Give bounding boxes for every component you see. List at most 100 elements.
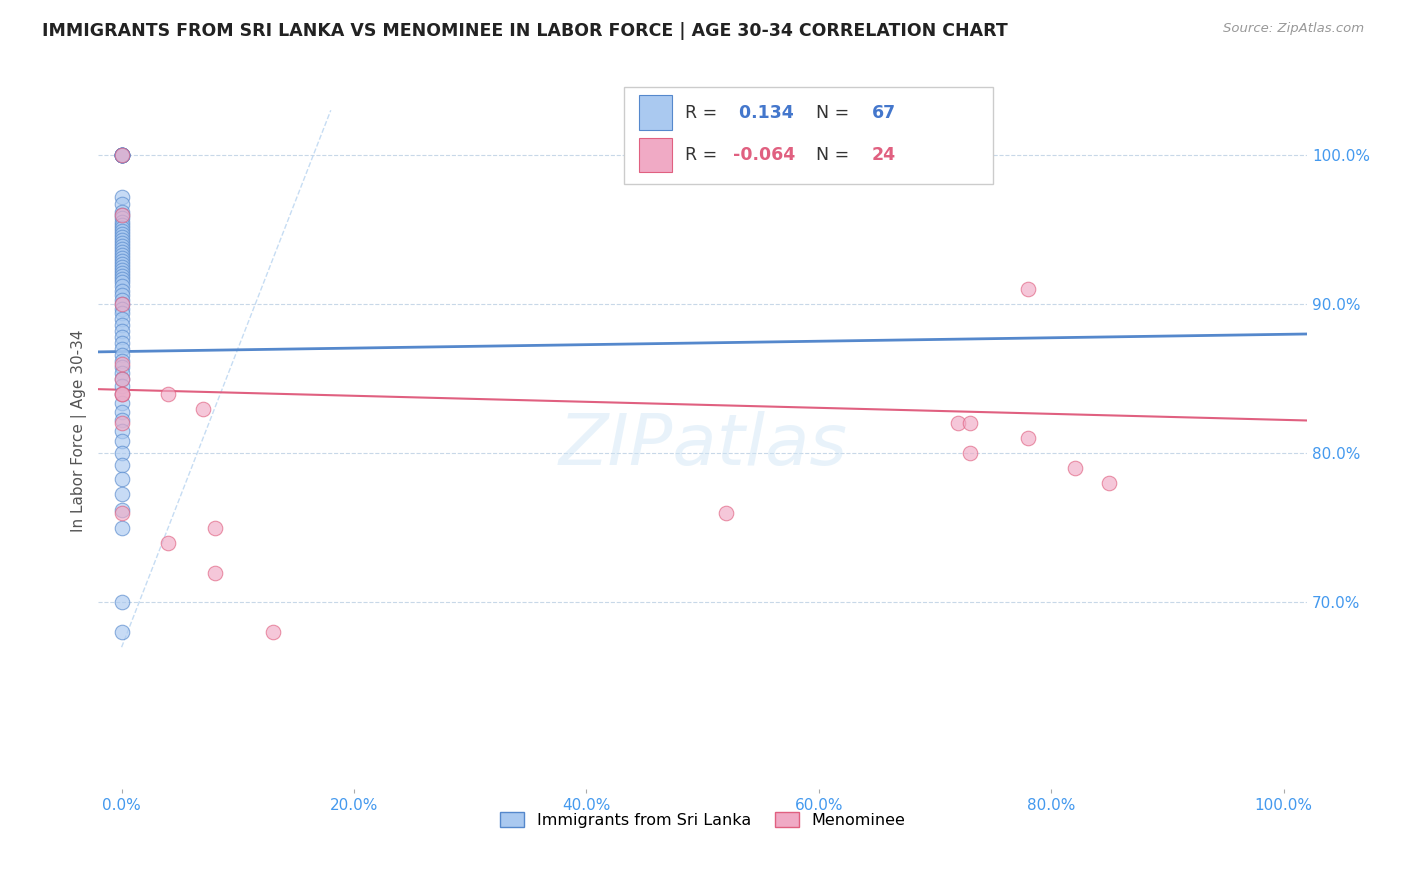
Text: R =: R =: [685, 103, 723, 121]
Point: [110, 424, 132, 438]
Point: [110, 297, 132, 311]
Point: [110, 379, 132, 393]
Point: [110, 218, 132, 232]
Point: [110, 224, 132, 238]
Point: [110, 297, 132, 311]
Point: [204, 566, 226, 580]
Point: [110, 148, 132, 162]
Text: N =: N =: [806, 146, 855, 164]
Point: [110, 342, 132, 356]
Point: [110, 506, 132, 520]
Point: [110, 472, 132, 486]
Point: [110, 434, 132, 449]
Point: [110, 595, 132, 609]
Point: [110, 253, 132, 268]
Point: [110, 148, 132, 162]
Point: [110, 148, 132, 162]
Point: [204, 521, 226, 535]
Point: [110, 404, 132, 418]
Point: [110, 386, 132, 401]
Text: 24: 24: [872, 146, 896, 164]
Point: [191, 401, 214, 416]
Point: [110, 251, 132, 265]
Point: [110, 248, 132, 262]
Point: [110, 446, 132, 460]
Point: [110, 215, 132, 229]
Point: [110, 233, 132, 247]
Text: R =: R =: [685, 146, 723, 164]
Point: [110, 366, 132, 380]
Point: [110, 306, 132, 320]
Point: [110, 372, 132, 386]
Point: [110, 263, 132, 277]
Point: [262, 625, 284, 640]
Text: -0.064: -0.064: [733, 146, 796, 164]
Point: [1098, 476, 1121, 491]
Point: [110, 372, 132, 386]
Point: [157, 386, 180, 401]
Point: [110, 197, 132, 211]
Point: [110, 293, 132, 307]
Point: [110, 288, 132, 302]
Point: [110, 503, 132, 517]
Point: [110, 335, 132, 350]
Point: [948, 417, 970, 431]
Point: [110, 148, 132, 162]
Point: [959, 446, 981, 460]
Point: [110, 330, 132, 344]
Point: [110, 312, 132, 326]
Point: [110, 242, 132, 256]
Point: [110, 357, 132, 371]
Point: [110, 268, 132, 283]
Point: [110, 227, 132, 241]
Point: [110, 386, 132, 401]
Point: [1063, 461, 1085, 475]
Bar: [638, 138, 672, 172]
Point: [110, 260, 132, 274]
Point: [110, 301, 132, 316]
Point: [110, 211, 132, 225]
Point: [110, 486, 132, 500]
Point: [110, 204, 132, 219]
Point: [110, 279, 132, 293]
Point: [110, 458, 132, 473]
Point: [110, 272, 132, 286]
Point: [110, 244, 132, 259]
Point: [110, 324, 132, 338]
Text: Source: ZipAtlas.com: Source: ZipAtlas.com: [1223, 22, 1364, 36]
Point: [110, 318, 132, 332]
Point: [157, 536, 180, 550]
Point: [110, 208, 132, 222]
Point: [959, 417, 981, 431]
Point: [110, 148, 132, 162]
Point: [110, 148, 132, 162]
Point: [714, 506, 737, 520]
Point: [110, 221, 132, 235]
Point: [110, 190, 132, 204]
Point: [110, 148, 132, 162]
Point: [110, 239, 132, 253]
Point: [110, 625, 132, 640]
Point: [110, 284, 132, 298]
Point: [110, 395, 132, 409]
Legend: Immigrants from Sri Lanka, Menominee: Immigrants from Sri Lanka, Menominee: [494, 805, 912, 835]
Point: [110, 521, 132, 535]
Point: [110, 257, 132, 271]
Point: [110, 386, 132, 401]
Text: N =: N =: [806, 103, 855, 121]
Point: [110, 208, 132, 222]
Point: [110, 354, 132, 368]
Point: [1017, 431, 1039, 445]
Point: [110, 413, 132, 427]
Point: [110, 275, 132, 289]
Point: [1017, 282, 1039, 296]
Text: ZIPatlas: ZIPatlas: [558, 410, 848, 480]
Point: [110, 417, 132, 431]
Point: [110, 230, 132, 244]
Text: 0.134: 0.134: [733, 103, 793, 121]
Y-axis label: In Labor Force | Age 30-34: In Labor Force | Age 30-34: [72, 330, 87, 533]
Point: [110, 266, 132, 280]
FancyBboxPatch shape: [624, 87, 993, 184]
Point: [110, 235, 132, 250]
Point: [110, 359, 132, 374]
